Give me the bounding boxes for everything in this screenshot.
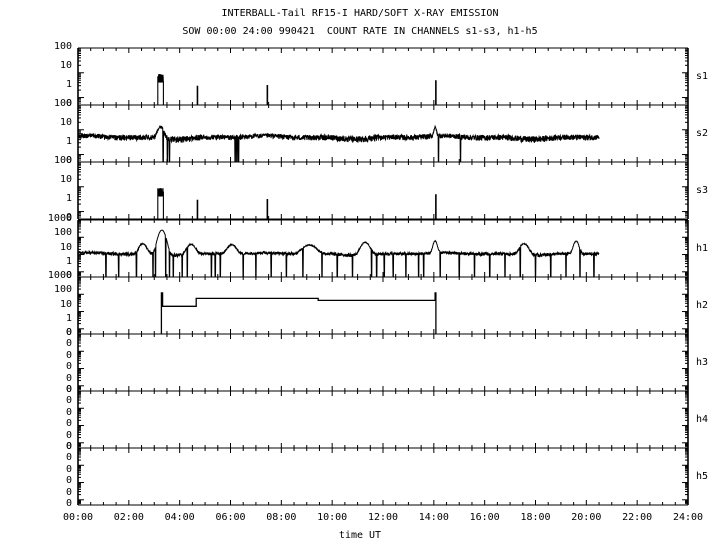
ytick-h2-2: 10 (59, 299, 72, 310)
event-burst-s3 (157, 187, 164, 219)
trace-h2 (160, 292, 437, 334)
xtick-06-00: 06:00 (215, 512, 246, 523)
ytick-s2-1: 10 (59, 117, 72, 128)
xtick-04-00: 04:00 (164, 512, 195, 523)
xtick-10-00: 10:00 (317, 512, 348, 523)
ytick-h4-1: 0 (65, 395, 72, 406)
ytick-s2-3: 0 (65, 155, 72, 166)
panel-label-h3: h3 (696, 356, 709, 368)
event-burst-s1 (157, 73, 164, 105)
ytick-h1-0: 1000 (47, 213, 72, 224)
ytick-h1-2: 10 (59, 242, 72, 253)
trace-h1 (77, 229, 600, 278)
ytick-h4-4: 0 (65, 430, 72, 441)
panel-label-h1: h1 (696, 242, 709, 254)
xtick-08-00: 08:00 (266, 512, 297, 523)
chart-title: INTERBALL-Tail RF15-I HARD/SOFT X-RAY EM… (221, 8, 499, 19)
ytick-h4-0: 0 (65, 384, 72, 395)
xtick-00-00: 00:00 (62, 512, 94, 523)
ytick-h2-1: 100 (53, 284, 72, 295)
xtick-20-00: 20:00 (571, 512, 602, 523)
ytick-s1-3: 0 (65, 98, 72, 109)
panel-label-h4: h4 (696, 413, 709, 425)
ytick-s3-2: 1 (65, 193, 72, 204)
chart-subtitle: SOW 00:00 24:00 990421 COUNT RATE IN CHA… (182, 26, 538, 37)
panel-h4 (77, 390, 689, 449)
ytick-s1-0: 100 (53, 41, 72, 52)
ytick-s1-1: 10 (59, 60, 72, 71)
ytick-s2-0: 100 (53, 98, 72, 109)
ytick-h4-2: 0 (65, 407, 72, 418)
ytick-h3-4: 0 (65, 373, 72, 384)
ytick-h5-5: 0 (65, 498, 72, 509)
ytick-h2-0: 1000 (47, 270, 72, 281)
ytick-s3-0: 100 (53, 155, 72, 166)
xtick-22-00: 22:00 (622, 512, 653, 523)
panel-label-h2: h2 (696, 299, 709, 311)
xtick-18-00: 18:00 (520, 512, 551, 523)
x-axis-label: time UT (338, 530, 382, 541)
ytick-h5-4: 0 (65, 487, 72, 498)
panel-label-s3: s3 (696, 184, 709, 196)
panel-label-h5: h5 (696, 470, 709, 482)
ytick-s1-2: 1 (65, 79, 72, 90)
ytick-h2-3: 1 (65, 313, 72, 324)
ytick-h4-5: 0 (65, 441, 72, 452)
xtick-24-00: 24:00 (672, 512, 704, 523)
ytick-h3-3: 0 (65, 361, 72, 372)
ytick-h3-2: 0 (65, 350, 72, 361)
panel-label-s1: s1 (696, 70, 709, 82)
panel-h2 (77, 276, 689, 335)
ytick-s3-1: 10 (59, 174, 72, 185)
ytick-h1-4: 0 (65, 270, 72, 281)
ytick-h4-3: 0 (65, 418, 72, 429)
xtick-02-00: 02:00 (113, 512, 144, 523)
xtick-16-00: 16:00 (469, 512, 500, 523)
panel-s2 (77, 104, 689, 163)
panel-h5 (77, 447, 689, 506)
xtick-14-00: 14:00 (418, 512, 449, 523)
panel-h1 (77, 219, 689, 278)
ytick-h1-1: 100 (53, 227, 72, 238)
panel-h3 (77, 333, 689, 392)
ytick-h1-3: 1 (65, 256, 72, 267)
ytick-h3-5: 0 (65, 384, 72, 395)
panel-label-s2: s2 (696, 127, 709, 139)
panel-s3 (77, 161, 689, 220)
ytick-h5-1: 0 (65, 452, 72, 463)
trace-s2 (77, 124, 600, 163)
xtick-12-00: 12:00 (367, 512, 399, 523)
ytick-s2-2: 1 (65, 136, 72, 147)
ytick-h3-1: 0 (65, 338, 72, 349)
ytick-s3-3: 0 (65, 212, 72, 223)
ytick-h2-4: 0 (65, 327, 72, 338)
ytick-h3-0: 0 (65, 327, 72, 338)
ytick-h5-0: 0 (65, 441, 72, 452)
ytick-h5-3: 0 (65, 475, 72, 486)
ytick-h5-2: 0 (65, 464, 72, 475)
panel-s1 (77, 47, 689, 106)
